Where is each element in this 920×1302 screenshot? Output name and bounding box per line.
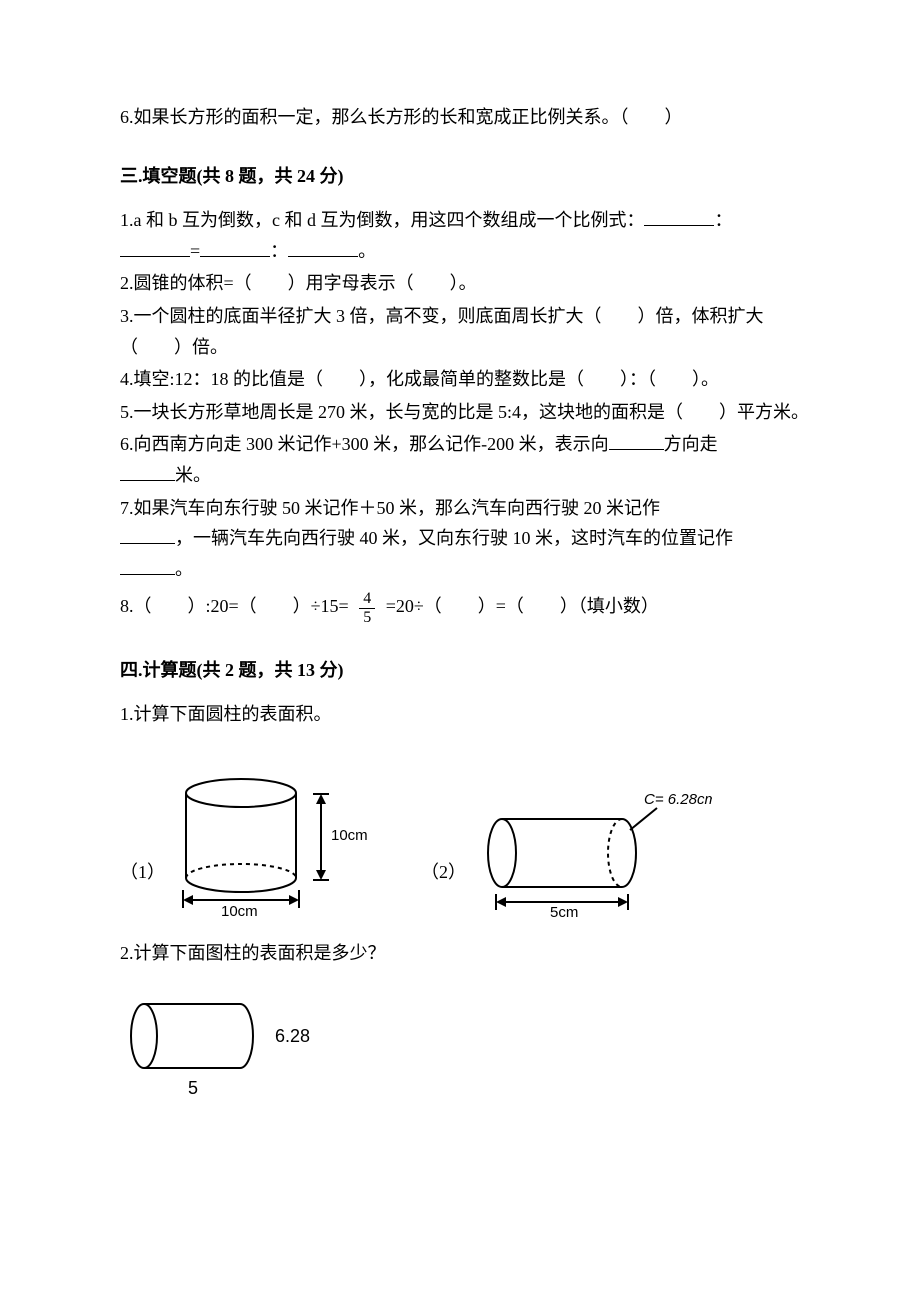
- s3-q1-eq: =: [190, 241, 200, 261]
- blank: [120, 525, 175, 544]
- s3-q3: 3.一个圆柱的底面半径扩大 3 倍，高不变，则底面周长扩大（ ）倍，体积扩大（ …: [120, 301, 810, 362]
- blank: [609, 431, 664, 450]
- height-label: 10cm: [331, 827, 368, 844]
- s3-q1-sep: ：: [270, 241, 288, 261]
- s3-q6-a: 6.向西南方向走 300 米记作+300 米，那么记作-200 米，表示向: [120, 434, 609, 454]
- s3-q4: 4.填空:12：18 的比值是（ ），化成最简单的整数比是（ ）：（ ）。: [120, 364, 810, 395]
- s3-q6-b: 方向走: [664, 434, 718, 454]
- s3-q1-end: 。: [358, 241, 376, 261]
- s4-q2: 2.计算下面图柱的表面积是多少？: [120, 938, 810, 969]
- s3-q2: 2.圆锥的体积=（ ）用字母表示（ ）。: [120, 268, 810, 299]
- blank: [120, 556, 175, 575]
- section3-heading: 三.填空题(共 8 题，共 24 分): [120, 161, 810, 192]
- blank: [644, 207, 714, 226]
- fig2-prefix: （2）: [421, 857, 466, 888]
- cylinder-lying-2-icon: 6.28 5: [120, 986, 340, 1106]
- length-label: 5: [188, 1078, 198, 1098]
- s3-q7-a: 7.如果汽车向东行驶 50 米记作＋50 米，那么汽车向西行驶 20 米记作: [120, 498, 660, 518]
- s3-q7-c: 。: [175, 559, 193, 579]
- s3-q8: 8.（ ）:20=（ ）÷15= 4 5 =20÷（ ）=（ ）（填小数）: [120, 590, 810, 626]
- s3-q1-colon: ：: [714, 210, 732, 230]
- section4-heading: 四.计算题(共 2 题，共 13 分): [120, 655, 810, 686]
- figure-1: （1）: [120, 768, 381, 918]
- s3-q8-b: =20÷（ ）=（ ）（填小数）: [386, 597, 659, 617]
- s3-q6: 6.向西南方向走 300 米记作+300 米，那么记作-200 米，表示向 方向走…: [120, 429, 810, 490]
- figure-row-1: （1）: [120, 768, 810, 918]
- tf-q6: 6.如果长方形的面积一定，那么长方形的长和宽成正比例关系。（ ）: [120, 102, 810, 133]
- s3-q5: 5.一块长方形草地周长是 270 米，长与宽的比是 5:4，这块地的面积是（ ）…: [120, 397, 810, 428]
- fig1-prefix: （1）: [120, 857, 165, 888]
- s3-q1: 1.a 和 b 互为倒数，c 和 d 互为倒数，用这四个数组成一个比例式： ： =…: [120, 205, 810, 266]
- cylinder-upright-icon: 10cm 10cm: [171, 768, 381, 918]
- circumference-label: C= 6.28cm: [644, 791, 712, 808]
- s3-q7: 7.如果汽车向东行驶 50 米记作＋50 米，那么汽车向西行驶 20 米记作 ，…: [120, 493, 810, 585]
- base-label: 10cm: [221, 903, 258, 918]
- s3-q6-c: 米。: [175, 465, 211, 485]
- length-label: 5cm: [550, 904, 578, 918]
- fraction-icon: 4 5: [359, 590, 375, 626]
- blank: [200, 238, 270, 257]
- figure-2: （2）: [421, 788, 712, 918]
- s3-q7-b: ，一辆汽车先向西行驶 40 米，又向东行驶 10 米，这时汽车的位置记作: [175, 528, 733, 548]
- figure-3: 6.28 5: [120, 986, 810, 1106]
- frac-den: 5: [359, 609, 375, 627]
- s3-q8-a: 8.（ ）:20=（ ）÷15=: [120, 597, 349, 617]
- blank: [288, 238, 358, 257]
- circumference-label: 6.28: [275, 1026, 310, 1046]
- frac-num: 4: [359, 590, 375, 609]
- s3-q1-text-a: 1.a 和 b 互为倒数，c 和 d 互为倒数，用这四个数组成一个比例式：: [120, 210, 644, 230]
- blank: [120, 238, 190, 257]
- s4-q1: 1.计算下面圆柱的表面积。: [120, 699, 810, 730]
- cylinder-lying-1-icon: C= 6.28cm 5cm: [472, 788, 712, 918]
- page: 6.如果长方形的面积一定，那么长方形的长和宽成正比例关系。（ ） 三.填空题(共…: [0, 0, 920, 1302]
- blank: [120, 462, 175, 481]
